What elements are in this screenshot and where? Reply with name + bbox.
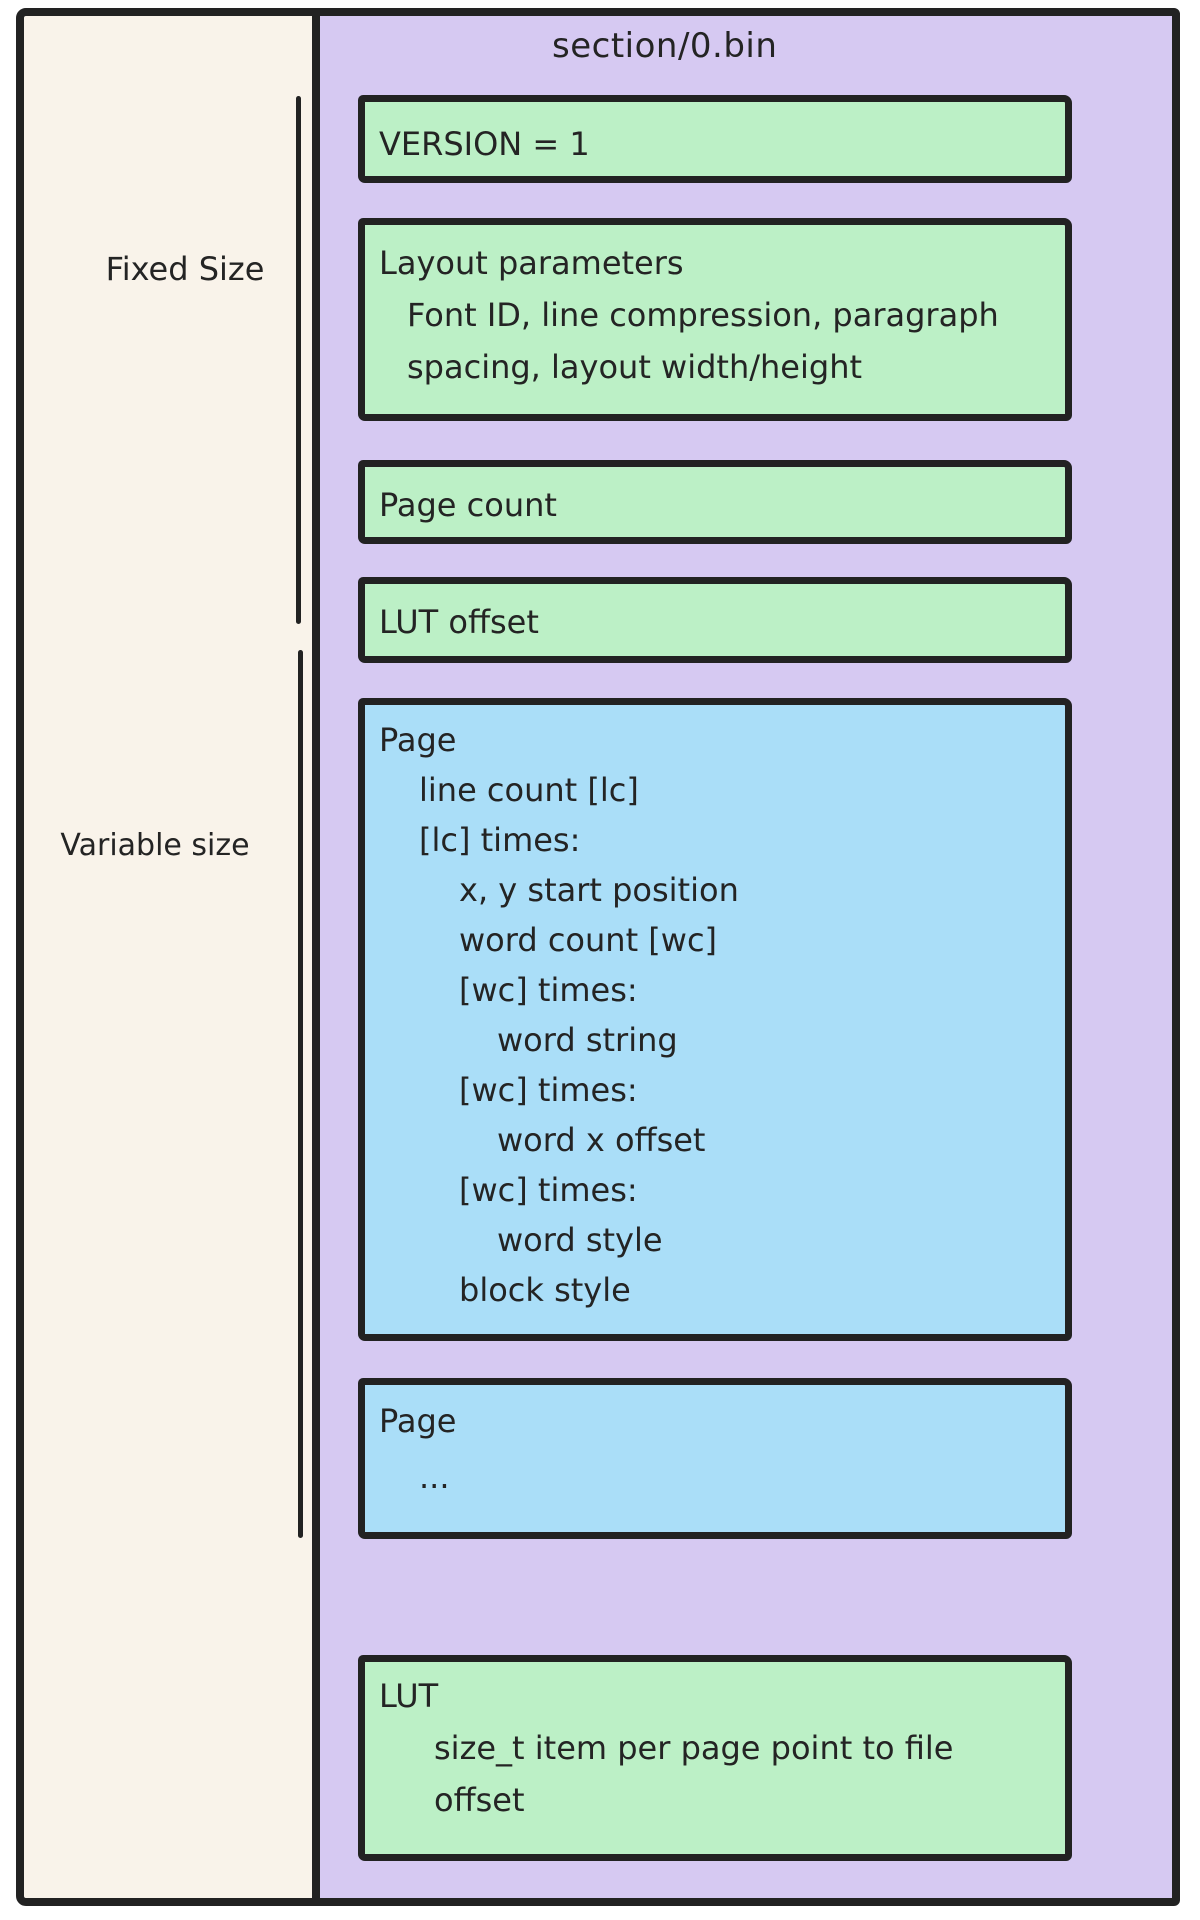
field-line: x, y start position xyxy=(459,871,739,909)
field-box-page-count: Page count xyxy=(358,460,1072,544)
field-line: LUT xyxy=(379,1677,439,1715)
ellipsis-line: ... xyxy=(419,1458,450,1496)
field-line: VERSION = 1 xyxy=(379,125,590,163)
field-line: word style xyxy=(497,1221,663,1259)
record-box-page-more: Page ... xyxy=(358,1378,1072,1539)
field-box-version: VERSION = 1 xyxy=(358,95,1072,183)
section-title: section/0.bin xyxy=(552,26,778,66)
field-line: [wc] times: xyxy=(459,1071,638,1109)
field-line: LUT offset xyxy=(379,603,539,641)
field-line: Page xyxy=(379,1402,457,1440)
field-line: word string xyxy=(497,1021,678,1059)
field-line: offset xyxy=(434,1781,525,1819)
field-line: Page xyxy=(379,721,457,759)
field-line: Font ID, line compression, paragraph xyxy=(407,296,999,334)
field-line: [wc] times: xyxy=(459,971,638,1009)
field-box-layout-parameters: Layout parameters Font ID, line compress… xyxy=(358,218,1072,421)
field-line: size_t item per page point to file xyxy=(434,1729,954,1767)
field-line: [lc] times: xyxy=(419,821,581,859)
field-box-lut: LUT size_t item per page point to file o… xyxy=(358,1655,1072,1861)
field-line: [wc] times: xyxy=(459,1171,638,1209)
fixed-size-bracket-line xyxy=(296,96,301,624)
field-box-lut-offset: LUT offset xyxy=(358,577,1072,663)
variable-size-bracket-line xyxy=(298,650,303,1538)
variable-size-label: Variable size xyxy=(60,828,250,863)
field-line: block style xyxy=(459,1271,631,1309)
fixed-size-label: Fixed Size xyxy=(105,250,265,288)
field-line: word count [wc] xyxy=(459,921,718,959)
field-line: Layout parameters xyxy=(379,244,684,282)
field-line: line count [lc] xyxy=(419,771,639,809)
record-box-page-detail: Page line count [lc] [lc] times: x, y st… xyxy=(358,698,1072,1341)
field-line: spacing, layout width/height xyxy=(407,348,863,386)
field-line: Page count xyxy=(379,486,557,524)
field-line: word x offset xyxy=(497,1121,706,1159)
